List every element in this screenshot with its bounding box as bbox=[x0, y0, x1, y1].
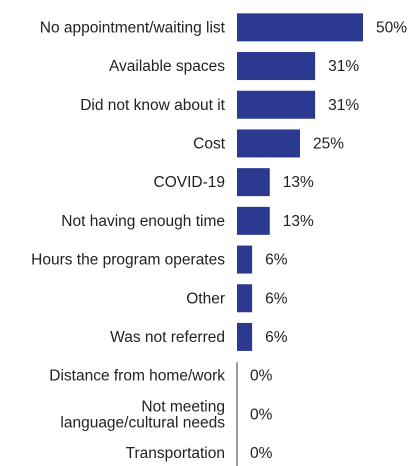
category-label: Hours the program operates bbox=[31, 252, 225, 269]
bars-group bbox=[237, 13, 363, 351]
category-labels-group: No appointment/waiting list Available spa… bbox=[31, 19, 226, 462]
bar bbox=[237, 168, 270, 197]
value-labels-group: 50% 31% 31% 25% 13% 13% 6% 6% 6% 0% 0% 0% bbox=[250, 19, 407, 462]
category-label: Other bbox=[186, 290, 225, 307]
category-label-line: Other bbox=[186, 290, 225, 307]
bar bbox=[237, 52, 316, 81]
value-label: 13% bbox=[283, 213, 314, 230]
category-label: Available spaces bbox=[109, 58, 225, 75]
value-label: 6% bbox=[265, 252, 288, 269]
bar bbox=[237, 322, 253, 351]
category-label-line: Not meeting bbox=[141, 398, 225, 415]
bar bbox=[237, 245, 253, 274]
category-label: Cost bbox=[193, 135, 226, 152]
category-label-line: Transportation bbox=[126, 445, 225, 462]
value-label: 6% bbox=[265, 329, 288, 346]
bar bbox=[237, 129, 300, 158]
value-label: 0% bbox=[250, 406, 273, 423]
category-label: No appointment/waiting list bbox=[40, 19, 226, 36]
category-label-line: No appointment/waiting list bbox=[40, 19, 226, 36]
value-label: 13% bbox=[283, 174, 314, 191]
category-label-line: COVID-19 bbox=[154, 174, 226, 191]
value-label: 0% bbox=[250, 445, 273, 462]
value-label: 50% bbox=[376, 19, 407, 36]
category-label-line: Did not know about it bbox=[80, 97, 225, 114]
category-label-line: Distance from home/work bbox=[49, 368, 225, 385]
value-label: 31% bbox=[328, 97, 359, 114]
bar bbox=[237, 13, 363, 42]
category-label: Not having enough time bbox=[61, 213, 225, 230]
category-label-line: Hours the program operates bbox=[31, 252, 225, 269]
value-label: 31% bbox=[328, 58, 359, 75]
category-label: Transportation bbox=[126, 445, 225, 462]
category-label-line: Was not referred bbox=[110, 329, 225, 346]
bar bbox=[237, 284, 253, 313]
category-label: COVID-19 bbox=[154, 174, 226, 191]
bar bbox=[237, 90, 316, 119]
value-label: 0% bbox=[250, 368, 273, 385]
category-label-line: Cost bbox=[193, 135, 226, 152]
category-label: Was not referred bbox=[110, 329, 225, 346]
category-label: Did not know about it bbox=[80, 97, 225, 114]
value-label: 6% bbox=[265, 290, 288, 307]
category-label-line: Available spaces bbox=[109, 58, 225, 75]
category-label-line: language/cultural needs bbox=[60, 414, 225, 431]
bar bbox=[237, 206, 270, 235]
value-label: 25% bbox=[313, 135, 344, 152]
category-label: Distance from home/work bbox=[49, 368, 225, 385]
category-label: Not meeting language/cultural needs bbox=[60, 398, 225, 431]
category-label-line: Not having enough time bbox=[61, 213, 225, 230]
